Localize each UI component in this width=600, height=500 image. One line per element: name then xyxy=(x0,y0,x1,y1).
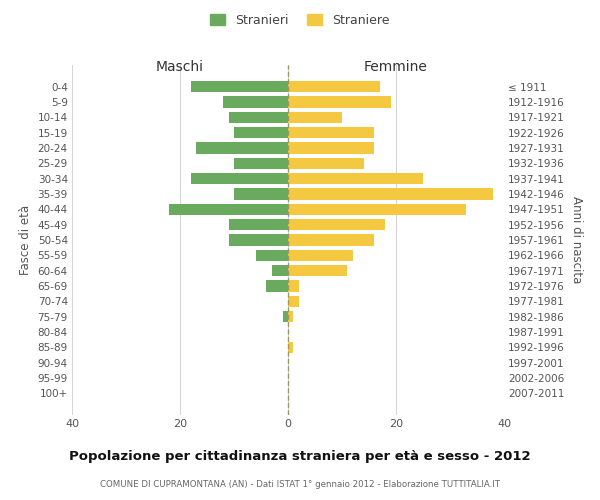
Bar xyxy=(191,173,288,184)
Bar xyxy=(288,158,364,169)
Bar xyxy=(288,127,374,138)
Bar xyxy=(288,204,466,215)
Bar xyxy=(288,265,347,276)
Text: Popolazione per cittadinanza straniera per età e sesso - 2012: Popolazione per cittadinanza straniera p… xyxy=(69,450,531,463)
Bar xyxy=(229,219,288,230)
Bar xyxy=(288,173,423,184)
Bar xyxy=(234,188,288,200)
Bar xyxy=(223,96,288,108)
Bar xyxy=(288,96,391,108)
Text: Femmine: Femmine xyxy=(364,60,428,74)
Bar xyxy=(266,280,288,292)
Bar xyxy=(229,112,288,123)
Bar xyxy=(288,296,299,307)
Bar xyxy=(234,127,288,138)
Bar xyxy=(288,342,293,353)
Y-axis label: Anni di nascita: Anni di nascita xyxy=(571,196,583,284)
Bar xyxy=(288,250,353,261)
Bar xyxy=(288,112,342,123)
Y-axis label: Fasce di età: Fasce di età xyxy=(19,205,32,275)
Bar xyxy=(288,311,293,322)
Bar xyxy=(288,234,374,246)
Text: Maschi: Maschi xyxy=(156,60,204,74)
Bar xyxy=(288,188,493,200)
Text: COMUNE DI CUPRAMONTANA (AN) - Dati ISTAT 1° gennaio 2012 - Elaborazione TUTTITAL: COMUNE DI CUPRAMONTANA (AN) - Dati ISTAT… xyxy=(100,480,500,489)
Bar xyxy=(191,81,288,92)
Bar xyxy=(288,219,385,230)
Bar xyxy=(288,142,374,154)
Bar xyxy=(229,234,288,246)
Bar xyxy=(256,250,288,261)
Bar xyxy=(234,158,288,169)
Bar xyxy=(196,142,288,154)
Bar xyxy=(283,311,288,322)
Bar xyxy=(169,204,288,215)
Legend: Stranieri, Straniere: Stranieri, Straniere xyxy=(205,8,395,32)
Bar xyxy=(288,81,380,92)
Bar xyxy=(288,280,299,292)
Bar xyxy=(272,265,288,276)
